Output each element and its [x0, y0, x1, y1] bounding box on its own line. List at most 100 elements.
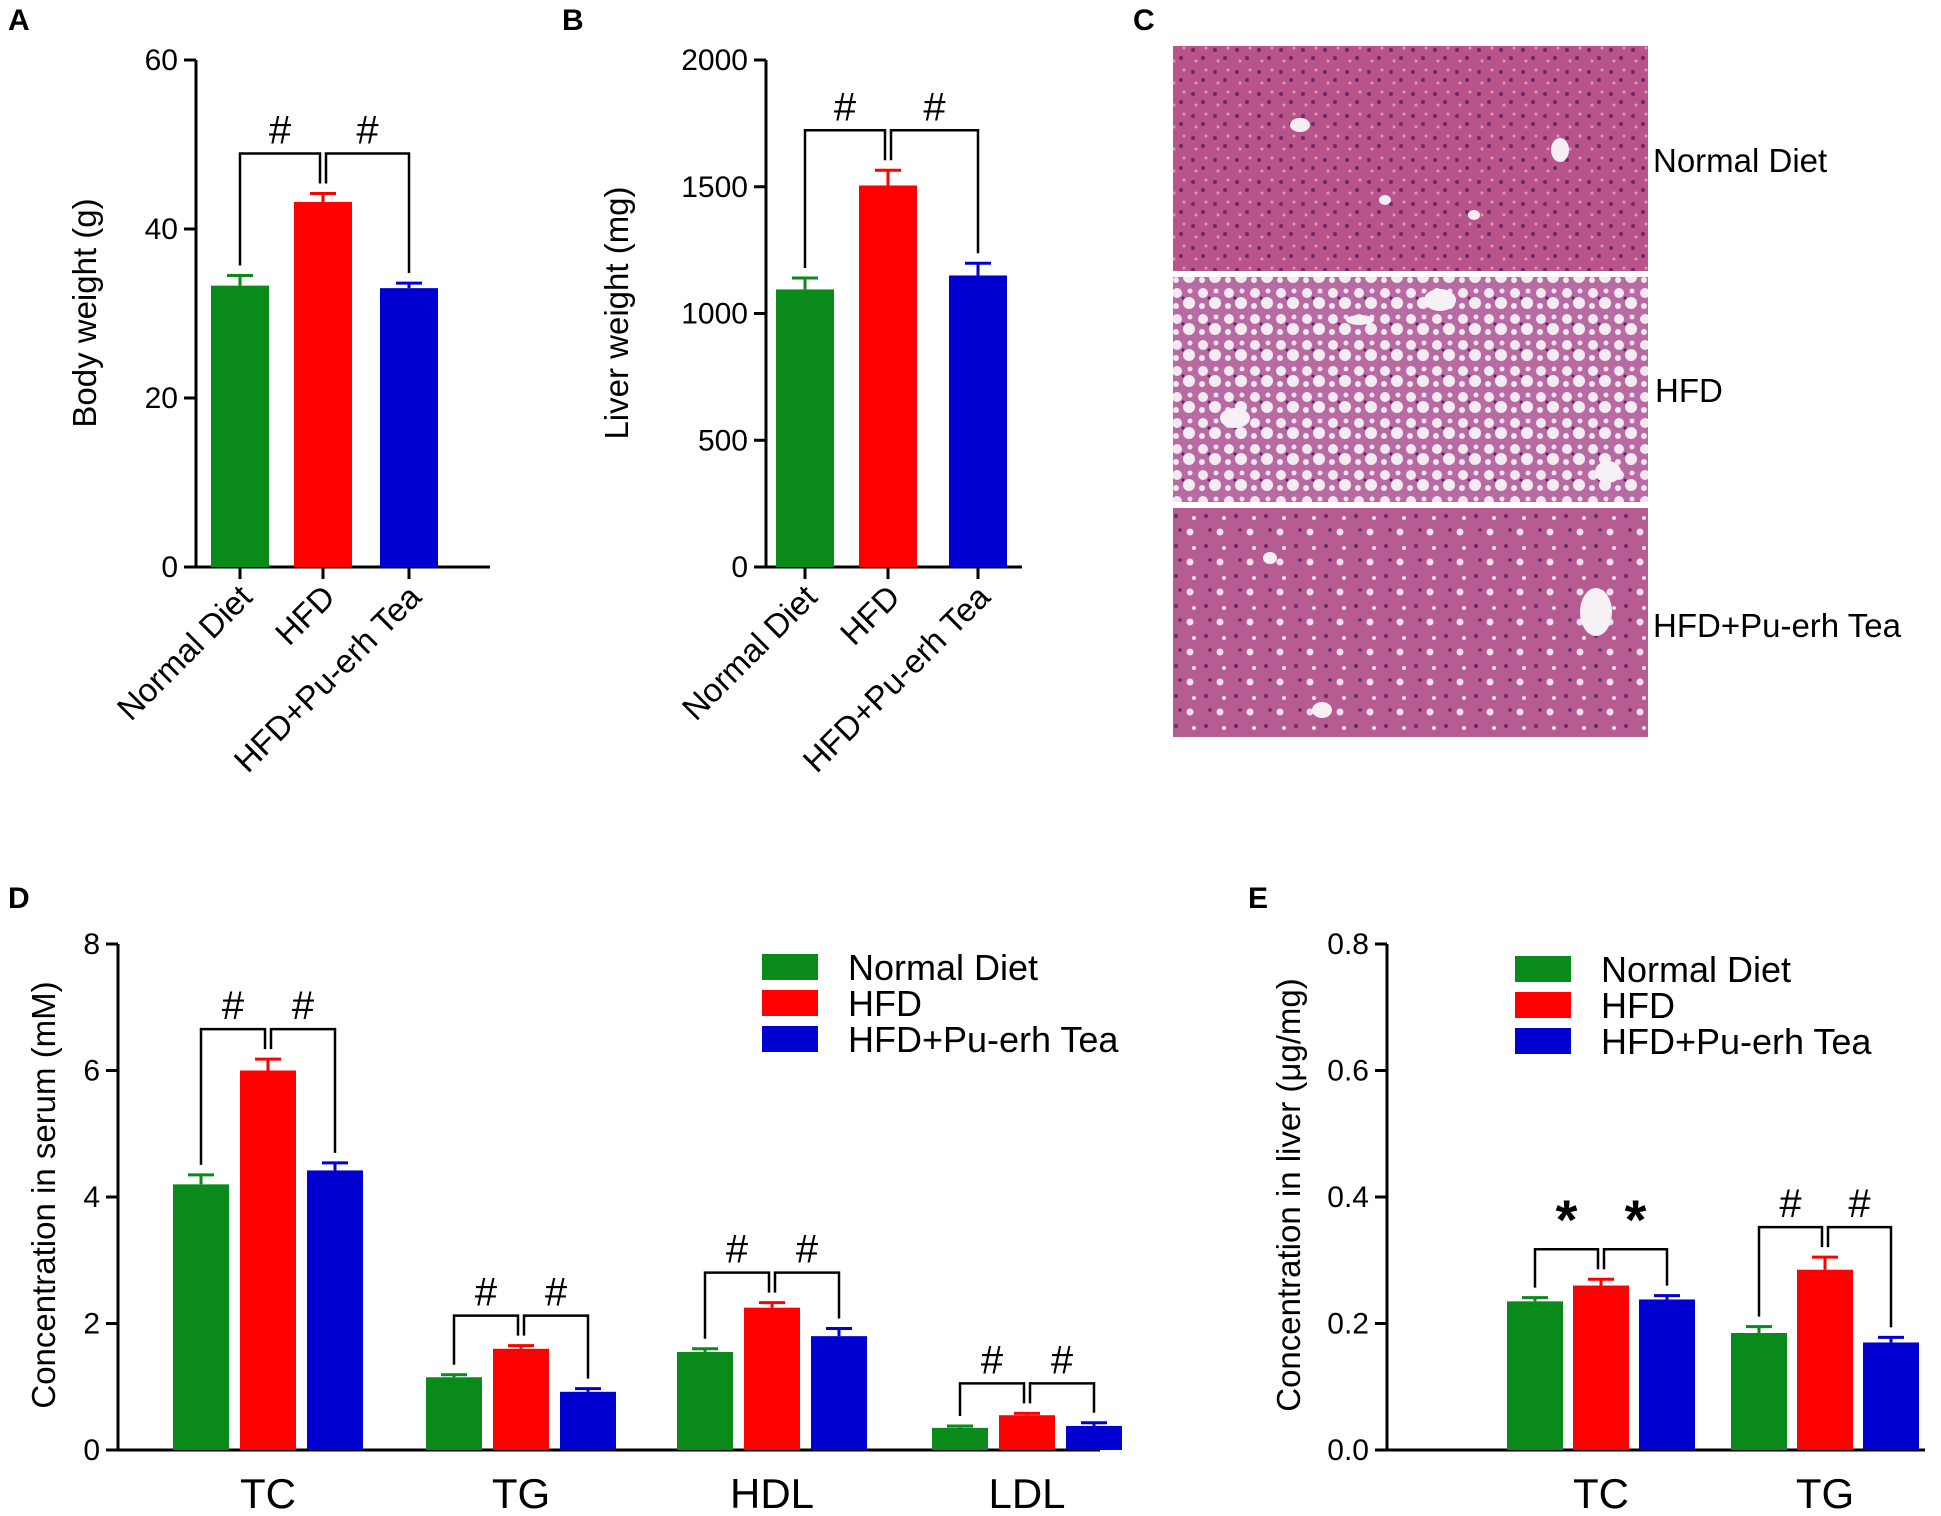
y-tick-label: 6 — [83, 1055, 100, 1088]
y-tick-label: 60 — [145, 44, 178, 77]
bar-normal-diet-tc — [1507, 1301, 1563, 1450]
chart-liver-concentration: 0.0 0.2 0.4 0.6 0.8 Concentration in liver (μ… — [1270, 928, 1925, 1516]
legend-swatch-normal-diet — [762, 954, 818, 980]
significance-bracket — [1533, 1247, 1600, 1288]
panel-letter-e: E — [1248, 882, 1268, 915]
significance-mark: # — [292, 984, 315, 1028]
panel-letter-d: D — [8, 882, 30, 915]
significance-mark: * — [1556, 1188, 1578, 1251]
y-tick-label: 40 — [145, 213, 178, 246]
significance-bracket — [889, 129, 980, 254]
chart-serum-concentration: 0 2 4 6 8 Concentration in serum (mM) TC TG HDL L… — [25, 928, 1122, 1516]
histology-image-hfd-pu-erh-tea — [1173, 508, 1648, 737]
x-category-label: TC — [1573, 1470, 1629, 1516]
y-tick-label: 0.2 — [1327, 1308, 1369, 1341]
significance-bracket — [773, 1271, 841, 1319]
bar-normal-diet-tg — [426, 1377, 482, 1450]
legend-swatch-hfd-pu-erh-tea — [1515, 1028, 1571, 1054]
histology-image-hfd — [1173, 277, 1648, 502]
x-category-label: TG — [492, 1470, 550, 1516]
significance-bracket — [958, 1382, 1026, 1416]
legend-label: HFD+Pu-erh Tea — [848, 1019, 1119, 1060]
y-tick-label: 0.0 — [1327, 1434, 1369, 1467]
y-tick-label: 0 — [731, 551, 748, 584]
bar-hfd-hdl — [744, 1307, 800, 1450]
x-category-label: TC — [240, 1470, 296, 1516]
legend-swatch-normal-diet — [1515, 956, 1571, 982]
significance-mark: # — [1051, 1338, 1074, 1382]
y-tick-label: 0.6 — [1327, 1055, 1369, 1088]
y-axis-title: Concentration in liver (μg/mg) — [1270, 978, 1307, 1412]
significance-bracket — [1757, 1225, 1824, 1317]
y-tick-label: 0 — [161, 551, 178, 584]
significance-mark: # — [269, 109, 292, 153]
bar-hfd-tc — [1573, 1285, 1629, 1450]
legend-label: HFD — [848, 983, 922, 1024]
bar-normal-diet-ldl — [932, 1427, 988, 1450]
bar-hfd-tg — [493, 1348, 549, 1450]
histology-label-hfd: HFD — [1655, 372, 1723, 409]
bar-hfd-pu-erh-tea-tg — [1863, 1342, 1919, 1450]
significance-bracket — [452, 1314, 520, 1365]
panel-letter-c: C — [1133, 4, 1155, 37]
panel-letter-b: B — [562, 4, 584, 37]
y-tick-label: 8 — [83, 928, 100, 961]
significance-bracket — [238, 152, 322, 266]
histology-label-normal-diet: Normal Diet — [1653, 142, 1827, 179]
x-tick-label: HFD — [268, 578, 342, 652]
legend-label: HFD — [1601, 985, 1675, 1026]
y-axis-title: Concentration in serum (mM) — [25, 981, 62, 1408]
significance-bracket — [1028, 1382, 1096, 1413]
bar-normal-diet-hdl — [677, 1351, 733, 1450]
bar-hfd — [294, 201, 352, 567]
y-tick-label: 20 — [145, 382, 178, 415]
y-tick-label: 0.8 — [1327, 928, 1369, 961]
significance-bracket — [1826, 1225, 1893, 1328]
significance-mark: # — [1779, 1182, 1802, 1226]
bar-hfd-pu-erh-tea — [380, 288, 438, 567]
legend-swatch-hfd-pu-erh-tea — [762, 1026, 818, 1052]
y-tick-label: 2 — [83, 1308, 100, 1341]
histology-panel: Normal Diet HFD HFD+Pu-erh Tea — [1173, 46, 1902, 737]
significance-bracket — [522, 1314, 590, 1379]
legend-swatch-hfd — [1515, 992, 1571, 1018]
bar-normal-diet — [776, 289, 834, 567]
y-tick-label: 1500 — [681, 171, 748, 204]
x-tick-label: Normal Diet — [675, 578, 824, 727]
y-tick-label: 4 — [83, 1181, 100, 1214]
y-tick-label: 0 — [83, 1434, 100, 1467]
significance-mark: # — [726, 1228, 749, 1272]
significance-mark: * — [1625, 1188, 1647, 1251]
bar-hfd-tc — [240, 1070, 296, 1450]
bar-hfd-tg — [1797, 1269, 1853, 1450]
bar-hfd-pu-erh-tea-ldl — [1066, 1425, 1122, 1450]
significance-mark: # — [222, 984, 245, 1028]
significance-mark: # — [834, 85, 857, 129]
chart-liver-weight: 0 500 1000 1500 2000 Liver weight (mg) Normal … — [598, 44, 1022, 779]
x-category-label: LDL — [988, 1470, 1065, 1516]
significance-bracket — [803, 129, 887, 269]
bar-hfd-pu-erh-tea-tc — [1639, 1299, 1695, 1450]
bar-hfd-ldl — [999, 1415, 1055, 1450]
legend-label: Normal Diet — [1601, 949, 1791, 990]
x-tick-label: Normal Diet — [110, 578, 259, 727]
bar-hfd-pu-erh-tea-hdl — [811, 1336, 867, 1450]
bar-hfd-pu-erh-tea-tg — [560, 1391, 616, 1450]
bar-hfd — [859, 185, 917, 568]
significance-mark: # — [356, 109, 379, 153]
x-category-label: HDL — [730, 1470, 814, 1516]
bar-normal-diet — [211, 285, 269, 567]
y-tick-label: 2000 — [681, 44, 748, 77]
bar-normal-diet-tc — [173, 1184, 229, 1450]
significance-bracket — [269, 1027, 337, 1153]
y-axis-title: Body weight (g) — [66, 198, 103, 427]
significance-mark: # — [545, 1271, 568, 1315]
significance-mark: # — [981, 1338, 1004, 1382]
y-axis-title: Liver weight (mg) — [598, 186, 635, 439]
significance-mark: # — [1848, 1182, 1871, 1226]
y-tick-label: 0.4 — [1327, 1181, 1369, 1214]
legend-label: Normal Diet — [848, 947, 1038, 988]
significance-bracket — [703, 1271, 771, 1339]
